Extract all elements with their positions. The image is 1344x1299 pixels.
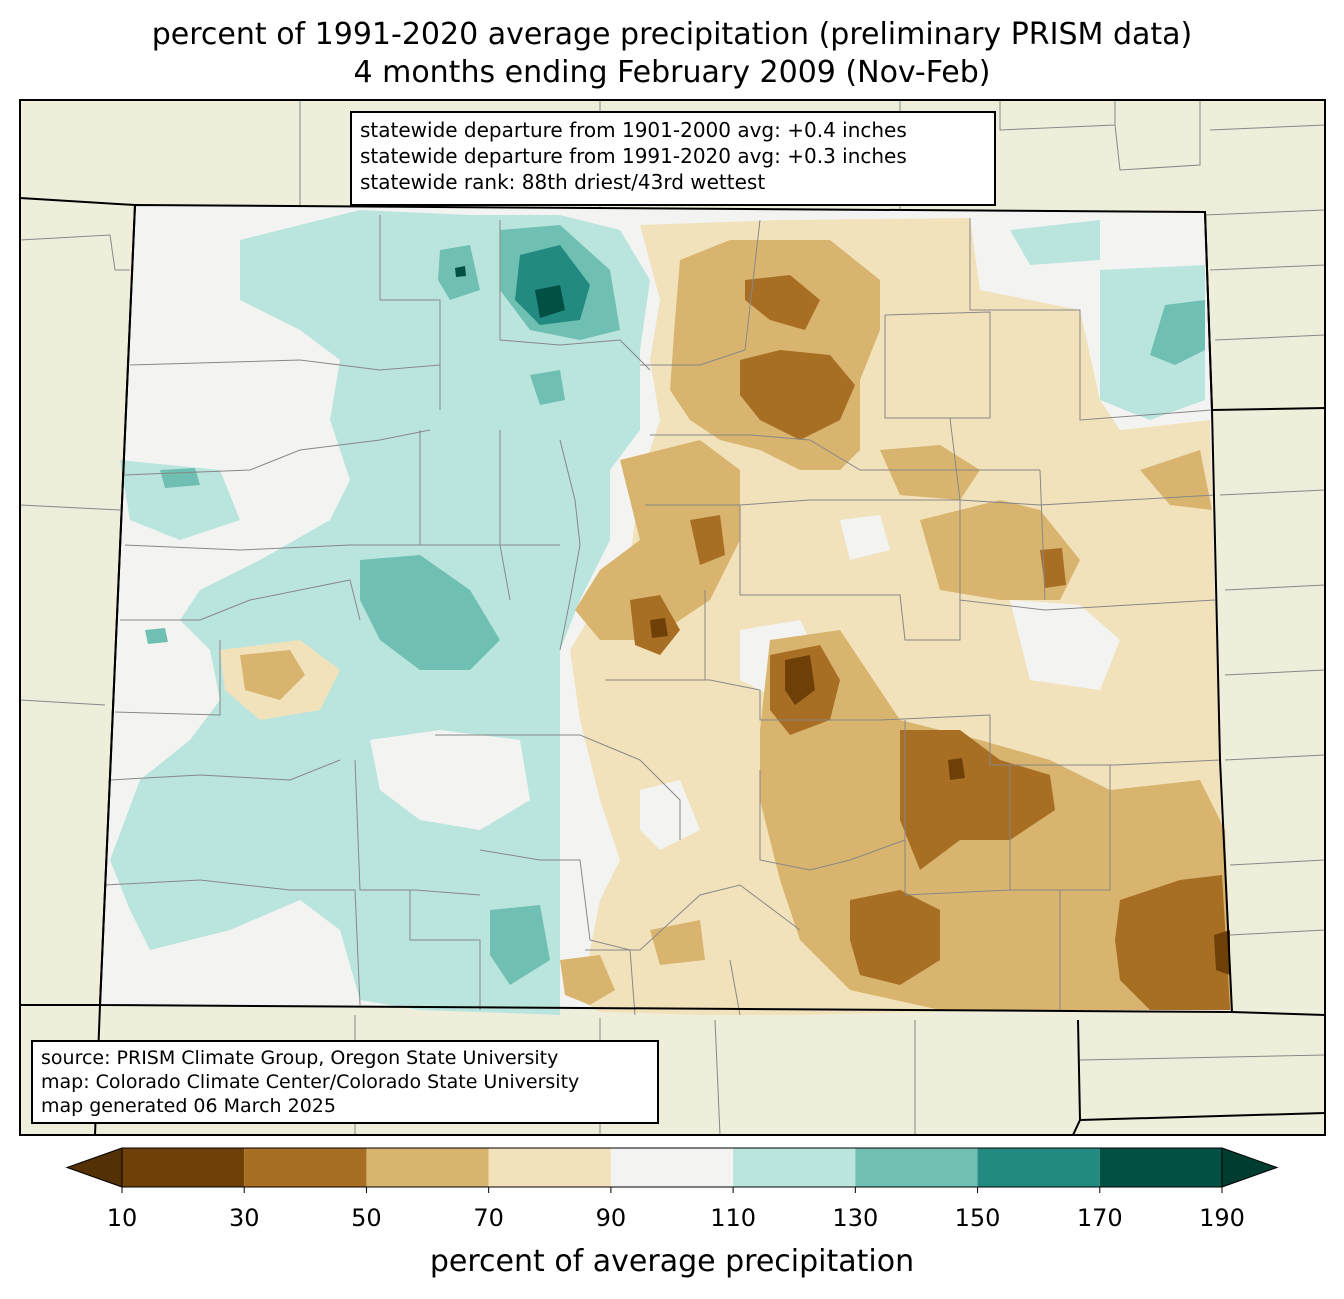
- colorbar-tick-label: 50: [351, 1204, 382, 1232]
- colorbar-bin: [488, 1148, 611, 1187]
- stats-rank: statewide rank: 88th driest/43rd wettest: [360, 170, 766, 194]
- colorbar-label: percent of average precipitation: [429, 1244, 915, 1279]
- colorbar-tick-label: 110: [710, 1204, 757, 1232]
- colorbar: [65, 1147, 1279, 1193]
- colorbar-bin: [244, 1148, 367, 1187]
- map-frame: [19, 99, 1326, 1136]
- colorbar-tick-label: 130: [832, 1204, 879, 1232]
- colorbar-tick-label: 30: [228, 1204, 260, 1232]
- source-prism: source: PRISM Climate Group, Oregon Stat…: [41, 1047, 559, 1069]
- map-title-line2: 4 months ending February 2009 (Nov-Feb): [353, 55, 991, 90]
- colorbar-bin: [855, 1148, 978, 1187]
- colorbar-over-arrow: [1221, 1147, 1279, 1188]
- colorbar-bin: [122, 1148, 245, 1187]
- colorbar-tick-label: 90: [595, 1204, 627, 1232]
- statewide-stats-box: statewide departure from 1901-2000 avg: …: [350, 111, 996, 206]
- colorbar-bin: [977, 1148, 1100, 1187]
- colorbar-bin: [610, 1148, 734, 1187]
- source-generated-date: map generated 06 March 2025: [41, 1095, 336, 1117]
- colorbar-tick-label: 70: [473, 1204, 504, 1232]
- source-credits-box: source: PRISM Climate Group, Oregon Stat…: [31, 1040, 659, 1124]
- map-title-line1: percent of 1991-2020 average precipitati…: [151, 17, 1193, 52]
- county-boundaries: [104, 215, 1221, 1016]
- precipitation-contours: [110, 210, 1232, 1015]
- stats-departure-1901: statewide departure from 1901-2000 avg: …: [360, 118, 907, 142]
- colorbar-tick-label: 10: [106, 1204, 138, 1232]
- colorbar-frame: [121, 1147, 1223, 1188]
- colorbar-tick-label: 190: [1199, 1204, 1245, 1232]
- colorbar-bin: [1099, 1148, 1222, 1187]
- stats-departure-1991: statewide departure from 1991-2020 avg: …: [360, 144, 907, 168]
- source-map-credit: map: Colorado Climate Center/Colorado St…: [41, 1071, 580, 1093]
- colorbar-tick-label: 150: [954, 1204, 1001, 1232]
- colorbar-bin: [366, 1148, 489, 1187]
- colorbar-tick-label: 170: [1076, 1204, 1123, 1232]
- colorbar-bin: [733, 1148, 856, 1187]
- colorbar-under-arrow: [65, 1147, 123, 1188]
